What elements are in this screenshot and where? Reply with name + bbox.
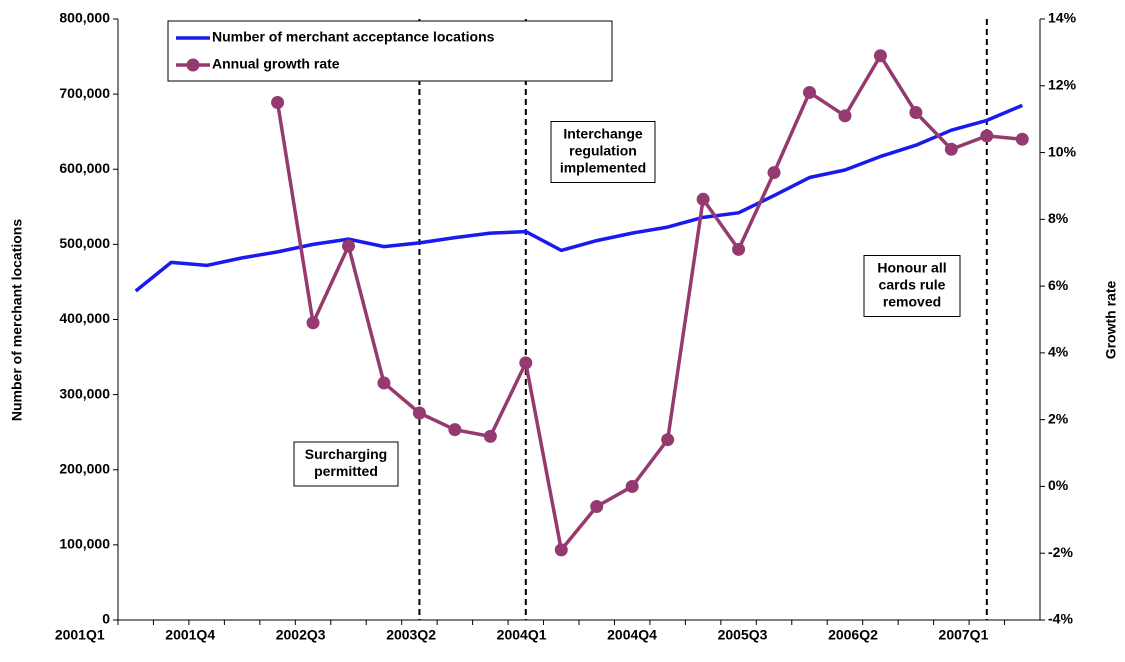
y2-tick-label: 12% [1048,76,1077,92]
y-tick-label: 700,000 [59,85,110,101]
y-tick-label: 0 [102,611,110,627]
data-point [661,433,675,447]
y-axis-title: Number of merchant locations [9,219,25,421]
x-tick-label: 2005Q3 [718,627,768,643]
y-tick-label: 100,000 [59,536,110,552]
series-line [275,53,1023,552]
series-line [134,103,1023,293]
y-tick-label: 600,000 [59,160,110,176]
data-point [767,166,781,180]
y2-tick-label: -2% [1048,544,1073,560]
data-point [590,499,604,513]
x-tick-label: 2003Q2 [386,627,436,643]
y-tick-label: 500,000 [59,235,110,251]
annotation-text: regulation [569,143,637,159]
data-point [909,105,923,119]
y-tick-label: 200,000 [59,460,110,476]
y2-tick-label: 8% [1048,210,1069,226]
data-point [377,376,391,390]
data-point [483,429,497,443]
y2-tick-label: 2% [1048,410,1069,426]
annotation-text: permitted [314,463,378,479]
legend-marker [186,58,200,72]
data-point [519,356,533,370]
annotation-text: implemented [560,160,646,176]
y-tick-label: 800,000 [59,10,110,26]
annotation-text: Honour all [877,260,946,276]
data-point [448,423,462,437]
annotation-text: Surcharging [305,446,387,462]
x-tick-label: 2002Q3 [276,627,326,643]
y2-tick-label: 14% [1048,10,1077,26]
data-point [412,406,426,420]
data-point [1015,132,1029,146]
y2-tick-label: 0% [1048,477,1069,493]
data-point [838,109,852,123]
y-tick-label: 400,000 [59,310,110,326]
data-point [980,129,994,143]
x-tick-label: 2004Q4 [607,627,657,643]
legend-label: Annual growth rate [212,56,340,72]
y2-tick-label: 6% [1048,277,1069,293]
y2-axis-title: Growth rate [1103,281,1119,360]
y2-tick-label: -4% [1048,611,1073,627]
annotation-box [863,255,961,317]
annotation-box [550,121,656,183]
data-point [306,316,320,330]
data-point [873,49,887,63]
x-tick-label: 2006Q2 [828,627,878,643]
annotation-text: removed [883,294,941,310]
annotation-text: cards rule [879,277,946,293]
data-point [696,192,710,206]
legend-label: Number of merchant acceptance locations [212,29,495,45]
x-tick-label: 2001Q1 [55,627,105,643]
data-point [625,479,639,493]
x-tick-label: 2004Q1 [497,627,547,643]
annotation-box [293,441,399,487]
data-point [803,85,816,99]
y-tick-label: 300,000 [59,385,110,401]
data-point [342,239,355,253]
x-tick-label: 2001Q4 [165,627,215,643]
y2-tick-label: 10% [1048,143,1077,159]
legend-box [167,20,613,82]
y2-tick-label: 4% [1048,344,1069,360]
data-point [554,543,568,557]
annotation-text: Interchange [563,126,643,142]
data-point [271,95,285,109]
x-tick-label: 2007Q1 [939,627,989,643]
data-point [732,242,746,256]
data-point [944,142,958,156]
